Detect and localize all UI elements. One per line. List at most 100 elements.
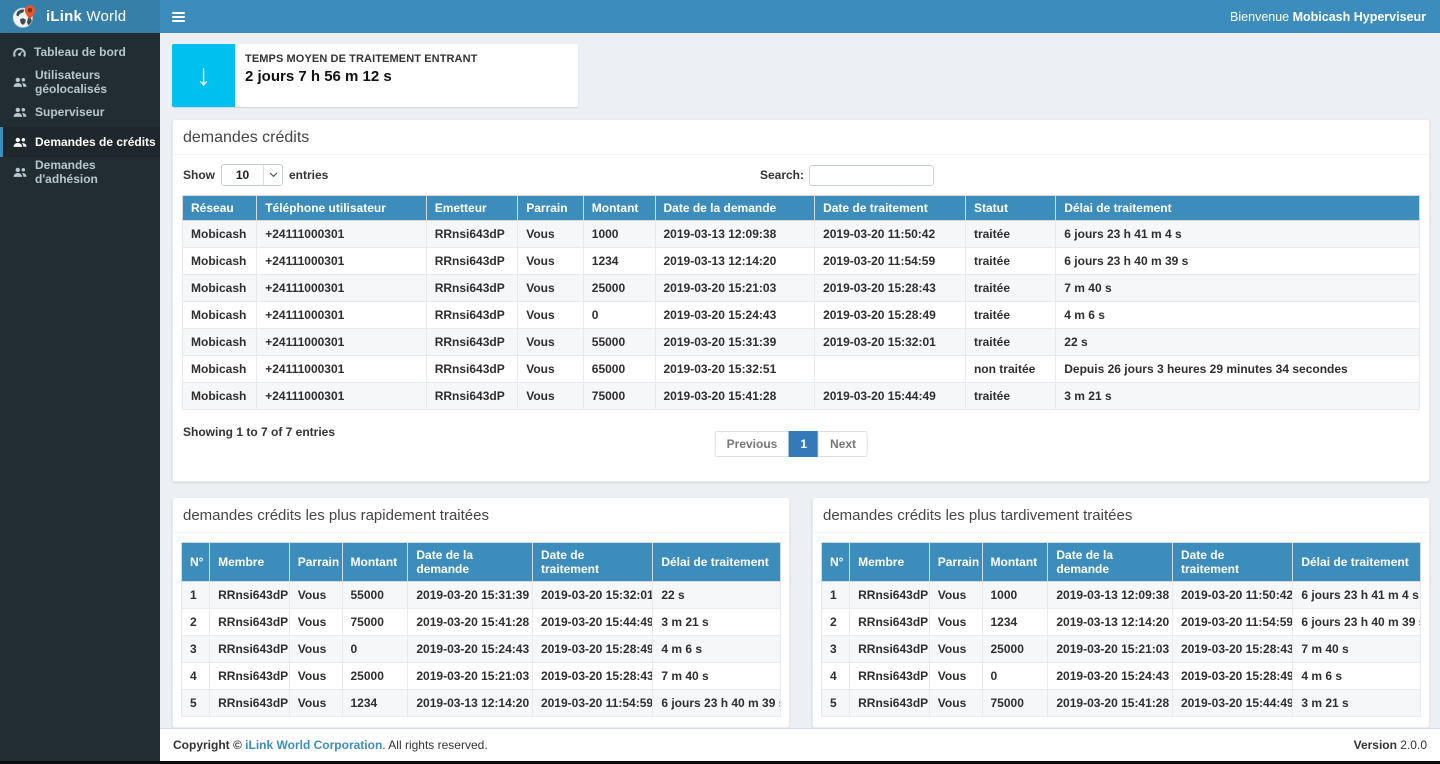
column-header[interactable]: Date de la demande <box>655 196 815 221</box>
stat-card-title: TEMPS MOYEN DE TRAITEMENT ENTRANT <box>245 53 477 65</box>
table-cell: 2019-03-13 12:09:38 <box>655 221 815 248</box>
table-cell: 1 <box>182 582 210 609</box>
table-row: 3RRnsi643dPVous250002019-03-20 15:21:032… <box>822 636 1421 663</box>
table-cell: 2019-03-20 15:32:01 <box>815 329 966 356</box>
table-cell: 1000 <box>982 582 1048 609</box>
table-cell: 1234 <box>583 248 655 275</box>
column-header[interactable]: Membre <box>850 543 930 582</box>
table-cell: 75000 <box>982 690 1048 717</box>
pagination-next-button[interactable]: Next <box>818 431 868 457</box>
table-cell: 65000 <box>583 356 655 383</box>
table-cell: 0 <box>982 663 1048 690</box>
table-cell: Vous <box>518 302 584 329</box>
table-row: 1RRnsi643dPVous10002019-03-13 12:09:3820… <box>822 582 1421 609</box>
table-cell: 2019-03-13 12:14:20 <box>408 690 533 717</box>
column-header[interactable]: Réseau <box>183 196 257 221</box>
footer: Copyright © iLink World Corporation. All… <box>160 728 1440 761</box>
table-cell: traitée <box>965 302 1055 329</box>
slowest-panel: demandes crédits les plus tardivement tr… <box>812 497 1430 728</box>
arrow-down-icon: ↓ <box>172 44 235 107</box>
sidebar-item-superviseur[interactable]: Superviseur <box>0 97 160 127</box>
table-cell: 4 <box>182 663 210 690</box>
page-length-select[interactable]: 10 <box>221 164 283 186</box>
pagination-previous-button[interactable]: Previous <box>715 431 790 457</box>
fastest-table: N°MembreParrainMontantDate de la demande… <box>181 542 781 717</box>
table-cell: Vous <box>289 690 342 717</box>
users-icon <box>13 107 27 118</box>
stat-card-temps-moyen: ↓ TEMPS MOYEN DE TRAITEMENT ENTRANT 2 jo… <box>172 44 578 107</box>
sidebar-toggle-button[interactable] <box>162 0 194 33</box>
credits-panel: demandes crédits Show 10 entries <box>172 119 1430 482</box>
column-header[interactable]: Téléphone utilisateur <box>257 196 426 221</box>
column-header[interactable]: Délai de traitement <box>1056 196 1420 221</box>
main-content: ↓ TEMPS MOYEN DE TRAITEMENT ENTRANT 2 jo… <box>160 33 1440 728</box>
table-row: Mobicash+24111000301RRnsi643dPVous02019-… <box>183 302 1420 329</box>
table-cell: RRnsi643dP <box>210 663 290 690</box>
pagination-page-1-button[interactable]: 1 <box>788 431 819 457</box>
table-row: Mobicash+24111000301RRnsi643dPVous650002… <box>183 356 1420 383</box>
table-cell: 6 jours 23 h 40 m 39 s <box>1293 609 1421 636</box>
column-header[interactable]: Date de traitement <box>815 196 966 221</box>
column-header[interactable]: Date de la demande <box>1048 543 1173 582</box>
table-cell: 2019-03-20 15:21:03 <box>655 275 815 302</box>
column-header[interactable]: Parrain <box>289 543 342 582</box>
dashboard-icon <box>13 47 26 58</box>
table-cell: Vous <box>518 356 584 383</box>
chevron-down-icon <box>263 165 282 185</box>
pagination: Previous 1 Next <box>716 431 868 457</box>
table-cell: 2019-03-20 15:44:49 <box>1172 690 1292 717</box>
sidebar: Tableau de bord Utilisateurs géolocalisé… <box>0 33 160 761</box>
sidebar-item-demandes-de-credits[interactable]: Demandes de crédits <box>0 127 160 157</box>
table-cell: +24111000301 <box>257 248 426 275</box>
sidebar-item-demandes-d-adhesion[interactable]: Demandes d'adhésion <box>0 157 160 187</box>
column-header[interactable]: N° <box>182 543 210 582</box>
sidebar-item-tableau-de-bord[interactable]: Tableau de bord <box>0 37 160 67</box>
table-cell: 25000 <box>342 663 408 690</box>
footer-copyright: Copyright © iLink World Corporation. All… <box>173 738 488 752</box>
sidebar-item-utilisateurs-geolocalises[interactable]: Utilisateurs géolocalisés <box>0 67 160 97</box>
table-cell: 3 m 21 s <box>1056 383 1420 410</box>
table-cell: Vous <box>929 663 982 690</box>
column-header[interactable]: Date de la demande <box>408 543 533 582</box>
table-cell: 55000 <box>583 329 655 356</box>
table-cell: 4 m 6 s <box>1056 302 1420 329</box>
table-row: 5RRnsi643dPVous12342019-03-13 12:14:2020… <box>182 690 781 717</box>
search-input[interactable] <box>809 165 934 186</box>
table-cell: RRnsi643dP <box>850 582 930 609</box>
table-cell: +24111000301 <box>257 356 426 383</box>
column-header[interactable]: Montant <box>342 543 408 582</box>
column-header[interactable]: Montant <box>583 196 655 221</box>
table-cell: RRnsi643dP <box>850 690 930 717</box>
table-cell: 2019-03-20 15:32:01 <box>532 582 652 609</box>
column-header[interactable]: Délai de traitement <box>653 543 781 582</box>
fastest-panel: demandes crédits les plus rapidement tra… <box>172 497 790 728</box>
table-cell: Mobicash <box>183 329 257 356</box>
table-cell: 2019-03-20 15:32:51 <box>655 356 815 383</box>
column-header[interactable]: Membre <box>210 543 290 582</box>
table-cell: 2 <box>822 609 850 636</box>
column-header[interactable]: Parrain <box>929 543 982 582</box>
column-header[interactable]: N° <box>822 543 850 582</box>
column-header[interactable]: Montant <box>982 543 1048 582</box>
table-cell: RRnsi643dP <box>210 636 290 663</box>
users-icon <box>13 137 27 148</box>
column-header[interactable]: Emetteur <box>426 196 518 221</box>
footer-corporation-link[interactable]: iLink World Corporation <box>245 738 382 752</box>
brand-logo[interactable]: iLink World <box>0 0 160 33</box>
table-cell: RRnsi643dP <box>426 248 518 275</box>
column-header[interactable]: Parrain <box>518 196 584 221</box>
table-cell: Mobicash <box>183 275 257 302</box>
app-window: iLink World Bienvenue Mobicash Hypervise… <box>0 0 1440 764</box>
column-header[interactable]: Date de traitement <box>1172 543 1292 582</box>
table-cell <box>815 356 966 383</box>
table-cell: 2019-03-20 15:28:49 <box>1172 663 1292 690</box>
column-header[interactable]: Statut <box>965 196 1055 221</box>
table-cell: +24111000301 <box>257 302 426 329</box>
table-cell: 2019-03-20 11:50:42 <box>1172 582 1292 609</box>
table-cell: 22 s <box>1056 329 1420 356</box>
column-header[interactable]: Délai de traitement <box>1293 543 1421 582</box>
table-cell: traitée <box>965 329 1055 356</box>
table-cell: traitée <box>965 275 1055 302</box>
column-header[interactable]: Date de traitement <box>532 543 652 582</box>
table-cell: Vous <box>929 636 982 663</box>
